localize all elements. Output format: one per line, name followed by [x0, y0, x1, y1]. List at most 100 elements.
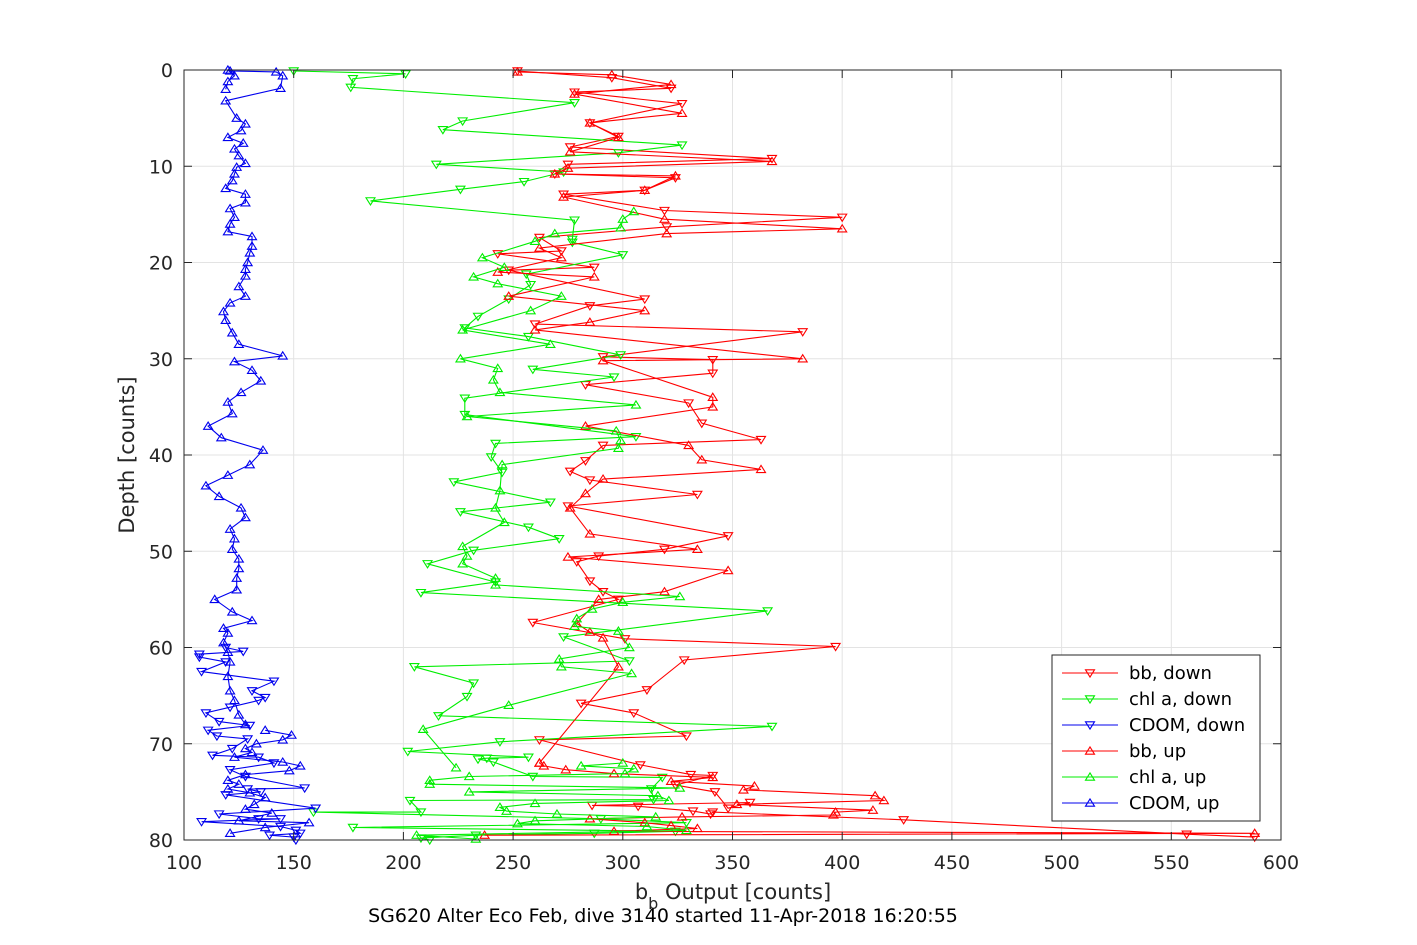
data-point-cdom-up [259, 822, 271, 832]
data-point-cdom-down [237, 647, 249, 657]
data-point-cdom-down [202, 726, 214, 736]
data-point-cdom-down [310, 804, 322, 814]
data-point-cdom-up [239, 158, 251, 168]
data-point-bb-up [707, 401, 719, 411]
legend-label-bb-up: bb, up [1129, 741, 1186, 762]
data-point-chl-a-down [522, 523, 534, 533]
data-point-chl-a-up [549, 228, 561, 238]
data-point-bb-up [676, 108, 688, 118]
data-point-bb-down [669, 174, 681, 183]
data-point-chl-a-down [454, 185, 466, 195]
data-point-cdom-up [255, 375, 267, 385]
data-point-bb-up [608, 768, 620, 778]
y-tick-label: 60 [149, 638, 173, 660]
y-tick-label: 50 [149, 541, 173, 563]
series-line-chl-a-up [416, 762, 687, 840]
data-point-cdom-up [250, 738, 262, 748]
data-point-cdom-up [231, 162, 243, 171]
y-tick-label: 10 [149, 156, 173, 178]
data-point-chl-a-down [623, 657, 635, 667]
data-point-chl-a-up [575, 760, 587, 770]
data-point-bb-down [722, 804, 734, 814]
data-point-bb-up [549, 168, 561, 178]
series-chl-a-up [411, 206, 692, 843]
data-point-chl-a-up [457, 324, 469, 334]
data-point-cdom-up [235, 125, 247, 135]
data-point-chl-a-up [490, 579, 502, 589]
data-point-bb-up [612, 661, 624, 671]
series-cdom-up [200, 64, 315, 837]
data-point-cdom-up [217, 306, 229, 316]
data-point-cdom-up [222, 396, 234, 406]
data-point-cdom-down [253, 753, 265, 763]
data-point-bb-up [533, 242, 545, 252]
data-point-chl-a-up [411, 830, 423, 839]
data-point-chl-a-up [463, 786, 475, 796]
data-point-bb-up [869, 790, 881, 800]
data-point-cdom-up [220, 315, 232, 324]
data-point-bb-up [560, 764, 572, 774]
data-point-cdom-up [286, 729, 297, 739]
data-point-chl-a-up [674, 782, 686, 792]
legend: bb, down chl a, down CDOM, down bb, up chl a… [1051, 654, 1261, 822]
data-point-chl-a-down [525, 280, 537, 290]
data-point-cdom-up [224, 65, 236, 75]
data-point-chl-a-down [566, 238, 578, 248]
data-point-bb-down [1249, 833, 1261, 843]
data-point-chl-a-down [645, 785, 657, 795]
data-point-bb-down [685, 770, 697, 780]
data-point-bb-down [593, 552, 605, 562]
data-point-bb-up [731, 799, 743, 809]
data-point-chl-a-up [630, 399, 642, 409]
x-tick-label: 300 [605, 852, 641, 874]
data-point-cdom-down [193, 653, 205, 663]
data-point-bb-up [1249, 828, 1261, 837]
data-point-chl-a-up [461, 550, 473, 560]
data-point-cdom-up [235, 387, 247, 397]
data-point-cdom-up [226, 408, 238, 418]
data-point-bb-down [797, 328, 809, 337]
data-point-chl-a-down [615, 351, 627, 360]
data-point-chl-a-down [522, 753, 534, 763]
data-point-cdom-up [257, 445, 269, 454]
data-point-bb-up [639, 305, 651, 315]
data-point-cdom-up [246, 241, 258, 250]
data-point-bb-up [564, 146, 576, 156]
data-point-chl-a-up [476, 252, 488, 262]
data-point-bb-up [722, 565, 734, 575]
data-point-bb-up [797, 353, 809, 363]
data-point-cdom-down [255, 788, 267, 797]
data-point-cdom-up [224, 656, 236, 666]
data-point-bb-down [707, 808, 719, 818]
data-point-cdom-down [207, 751, 219, 761]
data-point-chl-a-up [457, 541, 469, 551]
data-point-cdom-up [228, 752, 240, 761]
data-point-cdom-down [244, 721, 256, 731]
series-line-chl-a-up [422, 211, 680, 769]
data-point-chl-a-up [463, 771, 475, 781]
data-point-chl-a-down [448, 478, 460, 488]
data-point-bb-up [588, 271, 600, 281]
data-point-chl-a-up [551, 808, 563, 818]
data-point-chl-a-up [544, 339, 556, 349]
data-point-chl-a-down [402, 747, 414, 757]
data-point-chl-a-up [450, 762, 462, 772]
data-point-chl-a-up [612, 626, 624, 635]
data-point-bb-down [575, 699, 587, 709]
data-point-chl-a-down [608, 373, 620, 383]
data-point-chl-a-up [612, 443, 624, 452]
data-point-bb-up [878, 795, 890, 805]
data-point-bb-down [709, 788, 721, 797]
data-point-cdom-down [211, 732, 223, 742]
data-point-cdom-up [224, 297, 236, 307]
data-point-chl-a-down [527, 772, 539, 782]
data-point-bb-down [639, 295, 651, 305]
data-point-bb-down [661, 223, 673, 232]
series-bb-up [479, 66, 1261, 839]
data-point-chl-a-down [457, 117, 469, 127]
series-line-bb-up [484, 762, 1255, 836]
data-point-cdom-down [290, 826, 302, 836]
data-point-bb-up [669, 170, 681, 180]
data-point-cdom-up [224, 218, 236, 228]
